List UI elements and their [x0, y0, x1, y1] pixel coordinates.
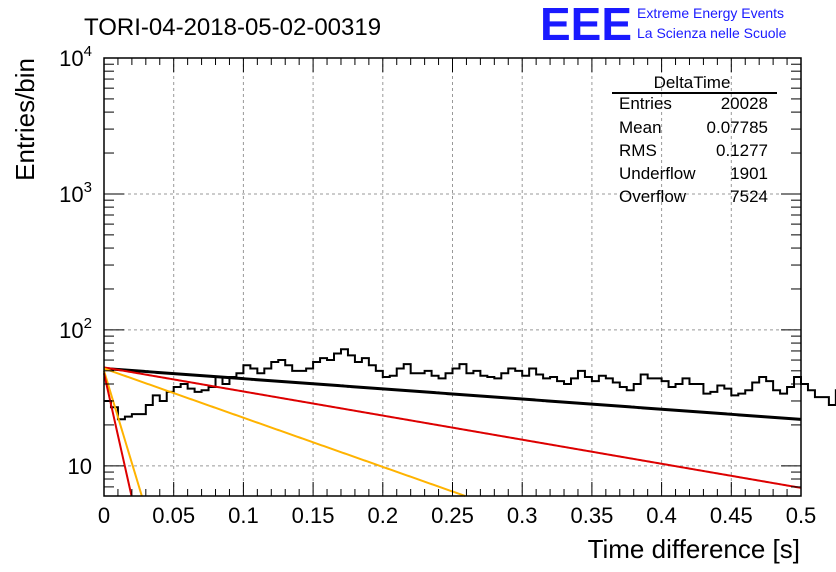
stats-label-entries: Entries: [619, 94, 672, 113]
logo-letters: EEE: [540, 0, 632, 50]
y-axis-title: Entries/bin: [10, 58, 40, 181]
stats-title: DeltaTime: [654, 73, 731, 92]
x-tick-label: 0.1: [228, 503, 259, 528]
fit-curve: [103, 366, 802, 489]
stats-value-mean: 0.07785: [707, 118, 768, 137]
x-axis-title: Time difference [s]: [588, 534, 800, 564]
stats-label-rms: RMS: [619, 141, 657, 160]
y-tick-label: 102: [59, 315, 92, 343]
x-tick-label: 0.45: [710, 503, 753, 528]
fit-curve: [103, 370, 143, 497]
x-tick-label: 0.35: [570, 503, 613, 528]
stats-value-rms: 0.1277: [716, 141, 768, 160]
stats-value-overflow: 7524: [730, 187, 768, 206]
stats-box: DeltaTime Entries 20028 Mean 0.07785 RMS…: [612, 73, 777, 206]
y-tick-label: 10: [68, 454, 92, 479]
fit-lines: [103, 366, 802, 497]
stats-label-underflow: Underflow: [619, 164, 696, 183]
x-tick-label: 0.15: [292, 503, 335, 528]
axis-ticks: [103, 57, 802, 497]
x-tick-label: 0.2: [368, 503, 399, 528]
logo-line-1: Extreme Energy Events: [637, 5, 784, 21]
plot-frame: [103, 57, 802, 497]
stats-label-mean: Mean: [619, 118, 662, 137]
fit-curve: [103, 367, 466, 497]
stats-value-underflow: 1901: [730, 164, 768, 183]
fit-curve: [103, 373, 133, 497]
grid: [104, 58, 801, 496]
x-tick-label: 0.05: [152, 503, 195, 528]
x-tick-label: 0.25: [431, 503, 474, 528]
stats-label-overflow: Overflow: [619, 187, 687, 206]
x-tick-label: 0.3: [507, 503, 538, 528]
eee-logo: EEE Extreme Energy Events La Scienza nel…: [540, 0, 787, 50]
y-tick-label: 104: [59, 43, 92, 71]
logo-line-2: La Scienza nelle Scuole: [637, 25, 787, 41]
chart-title: TORI-04-2018-05-02-00319: [84, 14, 381, 41]
stats-value-entries: 20028: [721, 94, 768, 113]
fit-curve: [103, 367, 802, 421]
y-tick-label: 103: [59, 179, 92, 207]
x-tick-label: 0: [98, 503, 110, 528]
x-tick-label: 0.5: [786, 503, 817, 528]
x-tick-label: 0.4: [646, 503, 677, 528]
tick-labels: 0 0.05 0.1 0.15 0.2 0.25 0.3 0.35 0.4 0.45 0.5 10 10…: [59, 43, 816, 528]
